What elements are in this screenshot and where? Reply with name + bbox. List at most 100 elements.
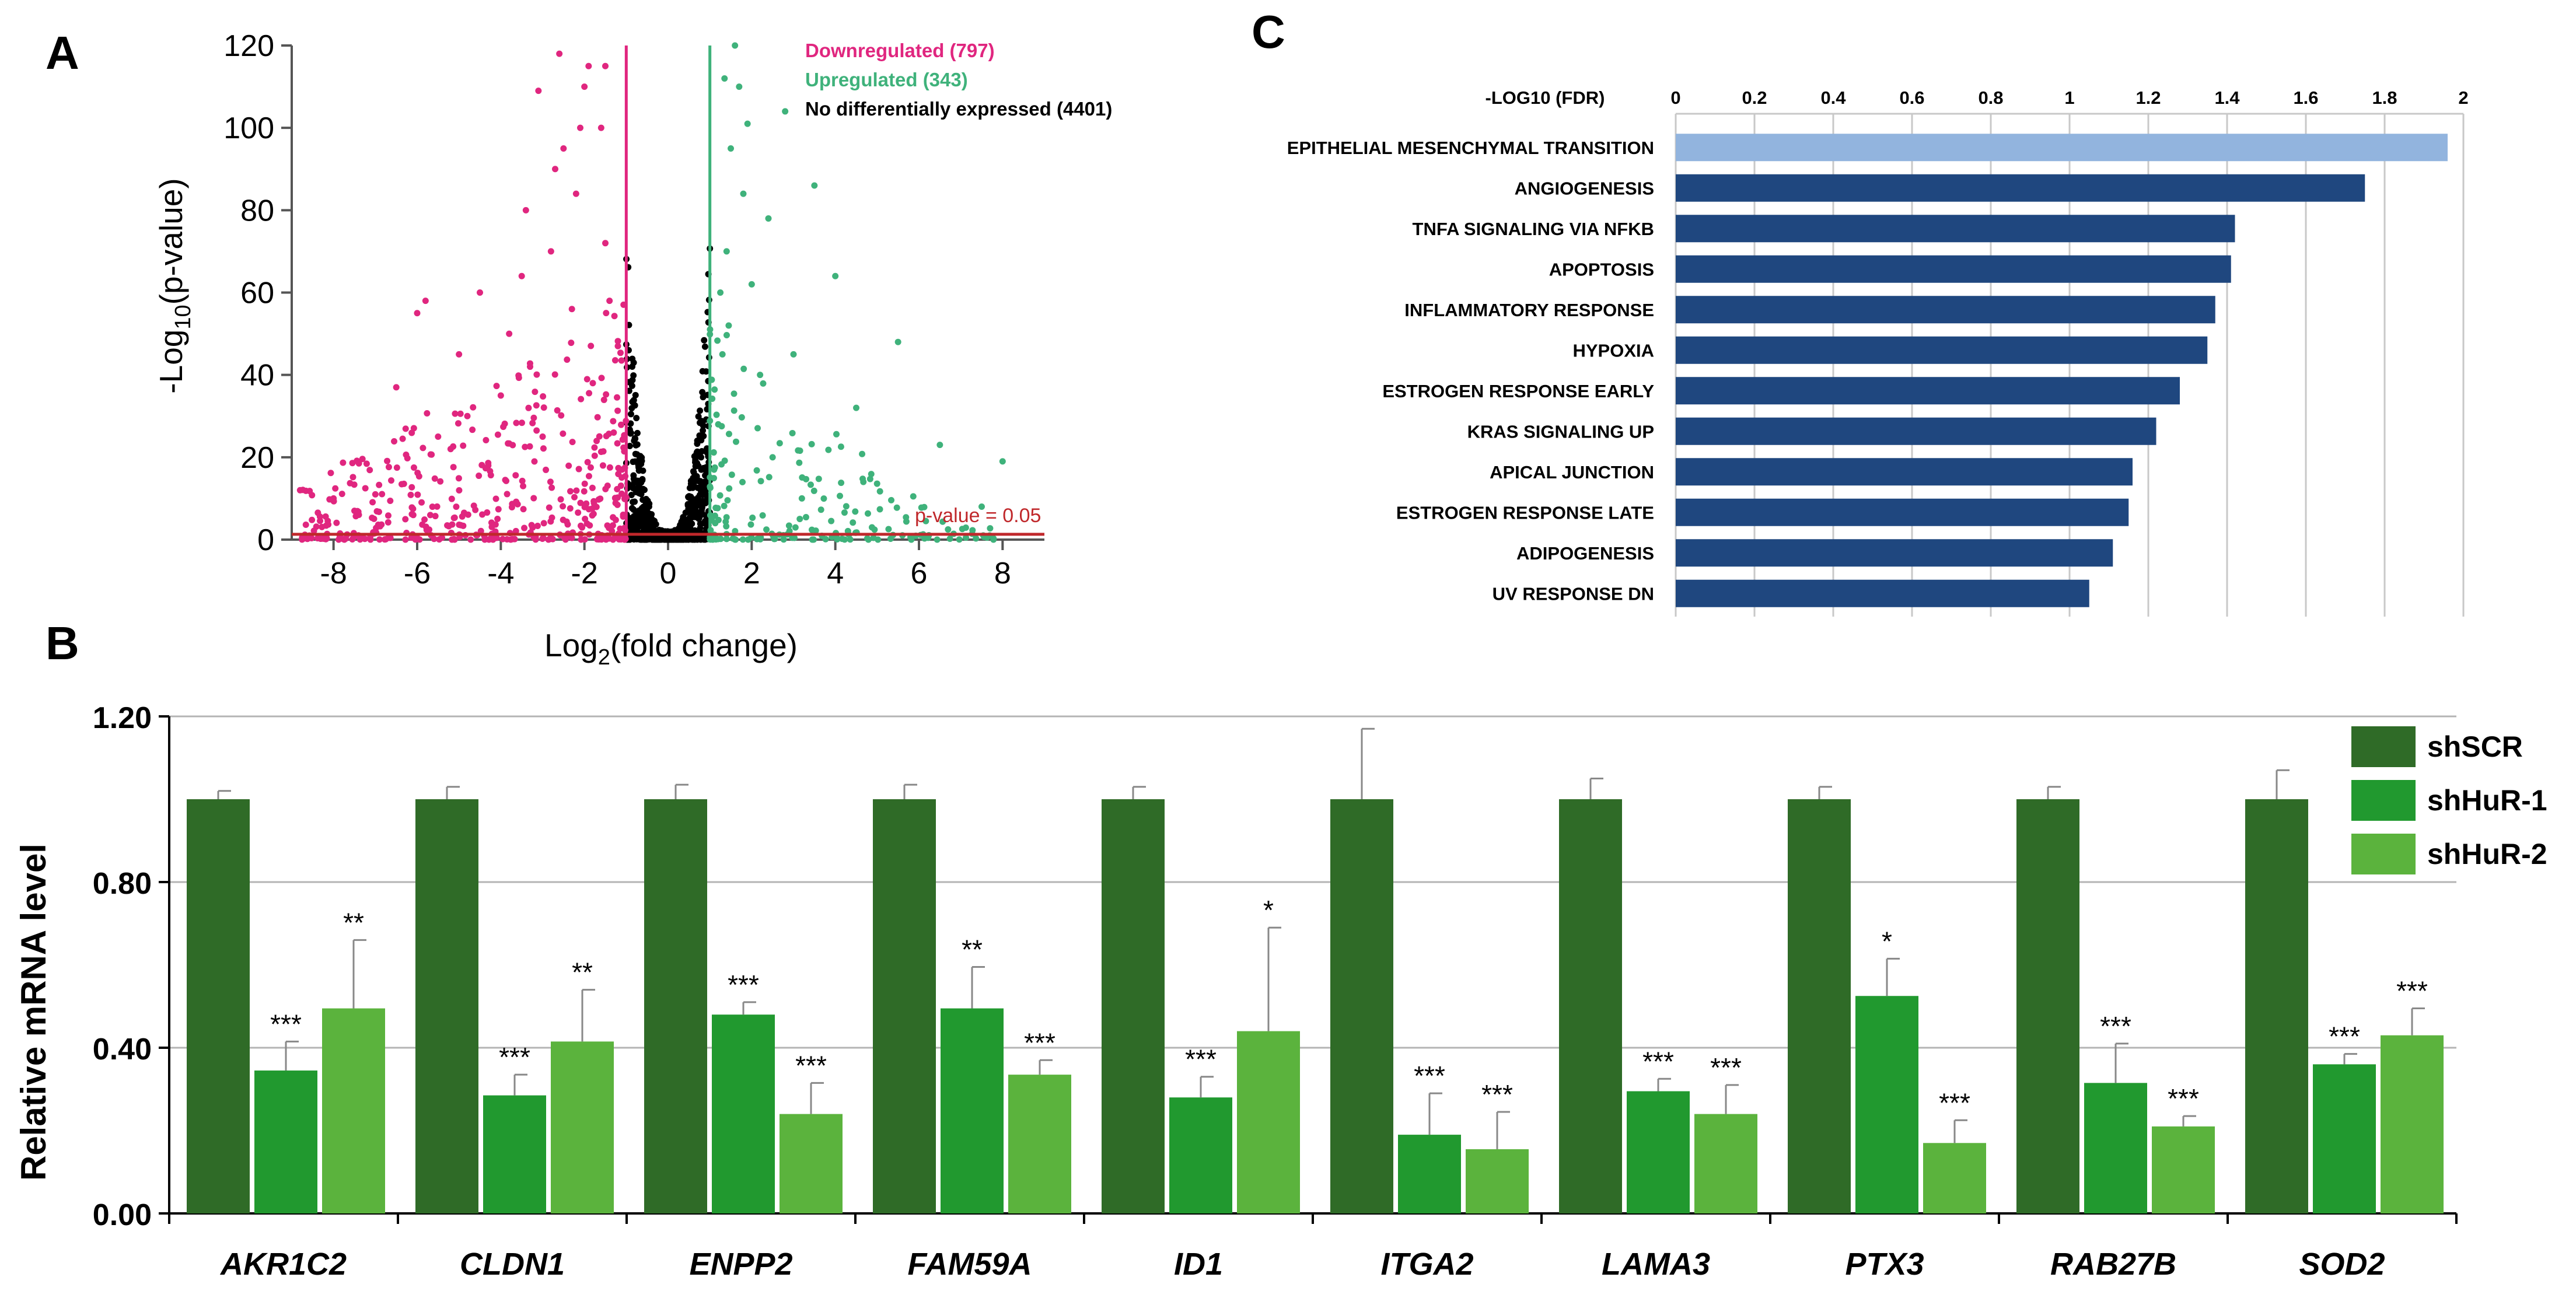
downregulated-point [520, 506, 527, 513]
qpcr-gene-label: ENPP2 [689, 1247, 792, 1282]
downregulated-point [414, 470, 421, 477]
upregulated-point [802, 514, 809, 521]
downregulated-point [581, 480, 588, 487]
upregulated-point [888, 496, 895, 503]
downregulated-point [528, 522, 535, 529]
panel-label-b: B [46, 617, 79, 669]
downregulated-point [513, 498, 520, 505]
downregulated-point [534, 523, 541, 530]
volcano-x-tick-label: -6 [404, 557, 431, 590]
downregulated-point [302, 522, 309, 529]
downregulated-point [493, 383, 500, 390]
non-differential-point [679, 536, 686, 543]
non-differential-point [700, 427, 707, 434]
downregulated-point [614, 338, 621, 345]
downregulated-point [485, 462, 492, 469]
non-differential-point [701, 337, 708, 344]
downregulated-point [369, 499, 376, 506]
downregulated-point [422, 298, 429, 305]
qpcr-y-axis-title: Relative mRNA level [14, 844, 53, 1181]
non-differential-point [628, 429, 635, 436]
non-differential-point [685, 536, 692, 543]
qpcr-gene-label: LAMA3 [1602, 1247, 1710, 1282]
downregulated-point [385, 512, 392, 519]
pvalue-label: p-value = 0.05 [915, 505, 1041, 527]
downregulated-point [552, 166, 558, 173]
upregulated-point [837, 492, 844, 499]
downregulated-point [540, 534, 547, 541]
downregulated-point [494, 516, 501, 523]
upregulated-point [817, 506, 824, 513]
qpcr-bar [415, 799, 478, 1213]
non-differential-point [627, 411, 634, 418]
upregulated-point [739, 478, 746, 485]
upregulated-point [763, 526, 770, 533]
non-differential-point [694, 484, 701, 491]
downregulated-point [402, 425, 409, 432]
downregulated-point [585, 473, 592, 480]
upregulated-point [711, 466, 718, 473]
downregulated-point [427, 451, 434, 458]
non-differential-point [634, 521, 641, 528]
downregulated-point [308, 535, 315, 542]
upregulated-point [908, 536, 915, 543]
downregulated-point [450, 464, 457, 471]
downregulated-point [487, 472, 494, 479]
non-differential-point [638, 491, 645, 498]
downregulated-point [530, 414, 537, 421]
downregulated-point [469, 426, 476, 433]
downregulated-point [587, 464, 594, 471]
qpcr-significance: ** [962, 935, 983, 965]
non-differential-point [631, 498, 638, 505]
upregulated-point [732, 528, 739, 535]
upregulated-point [945, 526, 952, 533]
upregulated-point [713, 411, 720, 418]
non-differential-point [702, 480, 709, 487]
downregulated-point [507, 536, 514, 543]
hallmark-tick-label: 1.2 [2135, 88, 2161, 108]
non-differential-point [694, 476, 701, 483]
qpcr-y-tick-label: 0.40 [93, 1033, 152, 1066]
qpcr-bar [1627, 1091, 1690, 1213]
upregulated-point [903, 514, 910, 521]
upregulated-point [962, 524, 969, 531]
downregulated-point [551, 371, 558, 378]
upregulated-point [873, 480, 880, 487]
non-differential-point [635, 482, 642, 489]
qpcr-significance: *** [1642, 1046, 1674, 1076]
downregulated-point [488, 523, 495, 530]
volcano-x-tick-label: 4 [827, 557, 844, 590]
upregulated-point [847, 536, 854, 543]
downregulated-point [610, 418, 617, 425]
downregulated-point [349, 474, 356, 481]
downregulated-point [597, 124, 604, 131]
downregulated-point [575, 509, 582, 516]
non-differential-point [628, 492, 635, 499]
downregulated-point [546, 504, 553, 511]
volcano-x-tick-label: -2 [571, 557, 598, 590]
downregulated-point [429, 503, 436, 510]
upregulated-point [729, 535, 736, 542]
downregulated-point [602, 62, 609, 69]
qpcr-bar [1330, 799, 1393, 1213]
downregulated-point [533, 371, 540, 378]
downregulated-point [497, 392, 504, 399]
upregulated-point [723, 331, 730, 338]
downregulated-point [456, 351, 463, 358]
volcano-x-tick-label: 8 [994, 557, 1011, 590]
downregulated-point [355, 460, 362, 467]
downregulated-point [518, 272, 525, 279]
qpcr-bar [483, 1095, 546, 1213]
hallmark-tick-label: 1.4 [2214, 88, 2240, 108]
upregulated-point [868, 471, 875, 478]
downregulated-point [349, 460, 356, 467]
hallmark-bar [1676, 296, 2215, 324]
downregulated-point [459, 513, 466, 520]
non-differential-point [645, 521, 652, 528]
qpcr-bar [712, 1014, 775, 1213]
non-differential-point [702, 487, 709, 494]
qpcr-significance: *** [2396, 976, 2428, 1006]
downregulated-point [373, 508, 380, 515]
qpcr-bar [551, 1041, 614, 1213]
downregulated-point [333, 519, 340, 526]
